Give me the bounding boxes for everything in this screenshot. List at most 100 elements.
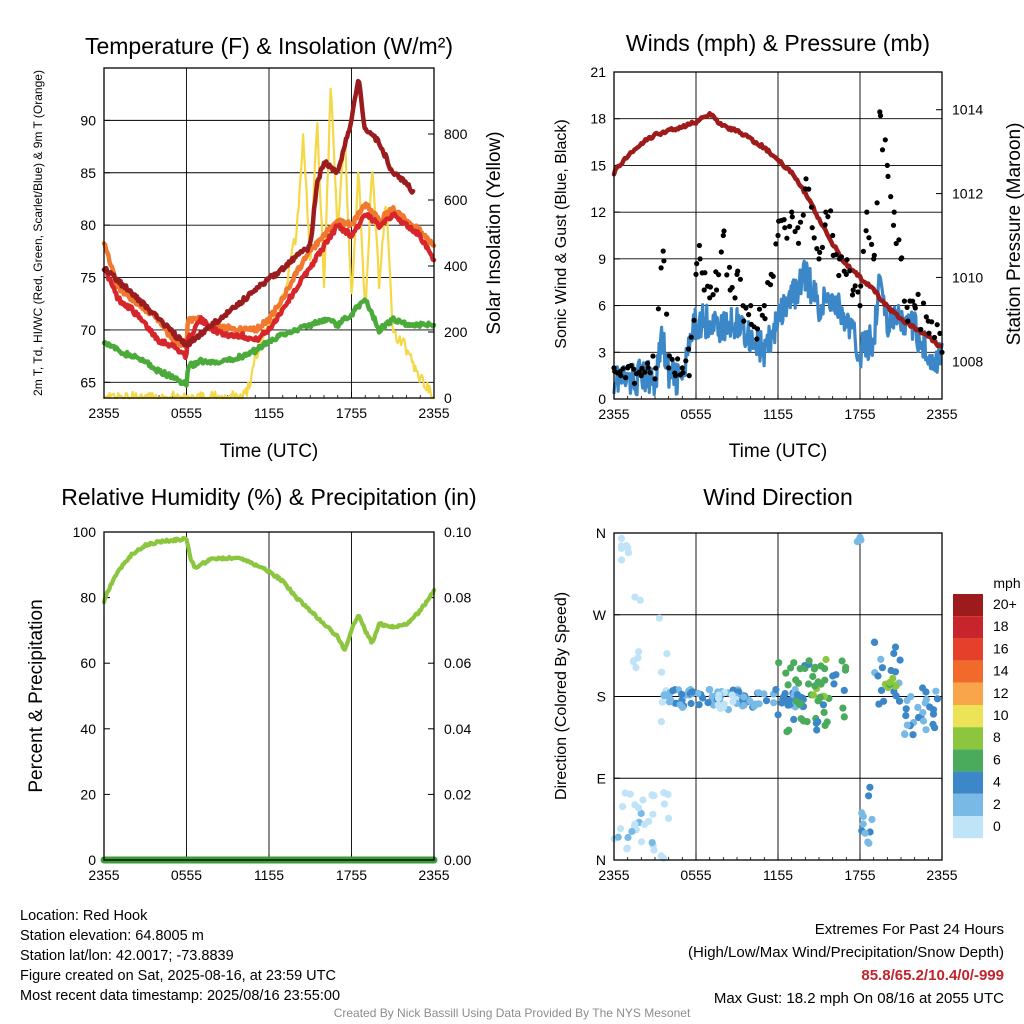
gust-point [691,317,697,323]
y-tick-label: 6 [598,298,606,314]
y-right-tick-label: 600 [444,192,468,208]
gust-point [822,222,828,228]
gust-point [713,287,720,293]
direction-point [822,655,830,664]
direction-point [618,556,626,564]
y-right-tick-label: 1012 [952,186,983,202]
legend-swatch [953,727,983,750]
direction-point [832,671,840,679]
y-right-tick-label: 1008 [952,353,983,369]
gust-point [720,232,726,239]
x-tick-label: 1155 [254,867,284,883]
gust-point [809,225,815,231]
gust-point [644,360,651,366]
gust-point [858,283,864,289]
direction-point [660,789,668,797]
gust-point [860,248,867,254]
gust-point [693,271,699,277]
direction-point [624,544,632,552]
y-right-tick-label: 0.02 [444,786,471,802]
x-tick-label: 1155 [254,405,284,421]
y-right-tick-label: 0.00 [444,852,471,868]
y-tick-label: N [596,525,606,541]
gust-point [638,373,644,379]
direction-point [877,655,885,663]
gust-point [685,346,692,352]
y-right-tick-label: 0.04 [444,721,471,737]
credit-text: Created By Nick Bassill Using Data Provi… [333,1006,691,1020]
direction-point [664,814,673,823]
direction-point [660,800,669,808]
direction-point [865,792,873,800]
direction-point [790,715,798,724]
gust-point [937,330,943,336]
gust-point [782,225,788,231]
gust-point [696,242,703,249]
gust-point [756,306,763,312]
gust-point [683,358,689,364]
gust-point [923,314,929,320]
gust-point [650,353,656,359]
direction-point [856,533,864,542]
legend-swatch [953,594,983,617]
direction-point [678,690,686,699]
gust-point [707,295,713,301]
direction-point [840,686,848,695]
direction-point [871,638,879,647]
direction-point [648,839,656,847]
direction-point [650,846,658,854]
winds-pressure-chart: Winds (mph) & Pressure (mb) Time (UTC) Son… [553,30,1024,462]
series-line-1 [101,297,437,388]
gust-point [737,276,744,282]
y-tick-label: 0 [88,852,96,868]
gust-point [896,237,902,243]
elevation-text: Station elevation: 64.8005 m [20,928,204,944]
legend-label: 0 [993,818,1001,834]
y-tick-label: 18 [590,111,606,127]
gust-point [888,194,894,200]
gust-point [814,246,820,252]
gust-point [879,147,886,153]
direction-point [665,698,674,706]
gust-point [680,370,686,376]
recent-timestamp-text: Most recent data timestamp: 2025/08/16 2… [20,988,341,1004]
direction-point [634,654,642,662]
gust-point [746,312,752,318]
gust-point [843,271,849,277]
y-right-tick-label: 0 [444,390,452,406]
legend-label: 12 [993,685,1009,701]
gust-point [836,272,842,279]
direction-point [754,700,762,708]
gust-point [661,258,667,264]
direction-point [805,657,813,665]
gust-point [915,291,921,297]
direction-point [623,845,631,853]
gust-point [847,268,853,274]
gust-point [726,264,733,270]
legend-label: 14 [993,663,1009,679]
direction-point [795,700,804,709]
gust-point [792,228,798,235]
direction-point [775,659,783,667]
y-right-tick-label: 0.10 [444,524,471,540]
direction-point [932,687,940,695]
direction-point [704,699,712,707]
direction-point [840,713,848,721]
direction-point [740,693,748,701]
direction-point [861,829,869,837]
direction-point [868,815,876,824]
gust-point [707,284,714,290]
gust-point [773,241,779,247]
x-tick-label: 1755 [844,406,875,422]
gust-point [885,173,891,179]
gust-point [850,287,856,293]
gust-point [642,369,648,375]
x-tick-label: 2355 [598,406,629,422]
gust-point [743,305,749,311]
gust-point [702,270,708,276]
plot-border [613,71,943,400]
gust-point [754,326,761,332]
legend-swatch [953,616,983,639]
y-axis-right-title: Station Pressure (Maroon) [1004,123,1024,346]
gust-point [787,223,793,229]
